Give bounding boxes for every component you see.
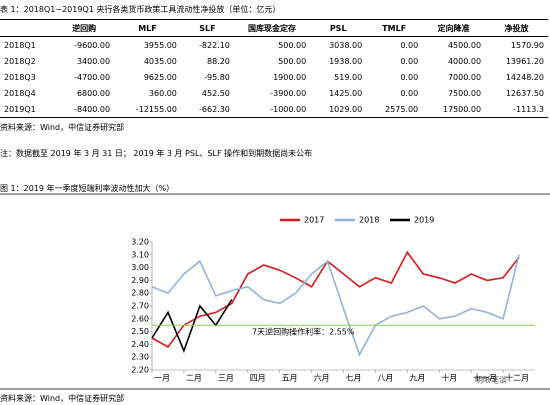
y-tick-label: 2.60 xyxy=(131,314,149,323)
table-cell: 500.00 xyxy=(278,40,307,50)
table-cell: 2018Q1 xyxy=(4,40,36,50)
table-row: 2018Q2 3400.00 4035.00 88.20 500.00 1938.00 0.… xyxy=(0,53,548,69)
series-line xyxy=(151,299,233,354)
legend-label: 2018 xyxy=(359,216,379,225)
chart-title: 图 1：2019 年一季度短端利率波动性加大（%） xyxy=(0,184,175,193)
table-cell: -662.30 xyxy=(180,101,234,118)
table-cell: 0.00 xyxy=(400,72,419,82)
table-cell: 500.00 xyxy=(278,56,307,66)
table-cell: -3900.00 xyxy=(270,88,307,98)
note: 注：数据截至 2019 年 3 月 31 日； 2019 年 3 月 PSL、S… xyxy=(0,149,313,158)
table-cell: -12155.00 xyxy=(114,101,181,118)
x-tick-label: 十二月 xyxy=(505,373,529,383)
table-row: 2019Q1 -8400.00 -12155.00 -662.30 -1000.00 10… xyxy=(0,101,548,118)
x-tick-label: 七月 xyxy=(346,374,362,383)
x-tick-label: 五月 xyxy=(282,374,298,383)
x-tick-label: 八月 xyxy=(377,374,393,383)
table-cell: -9600.00 xyxy=(74,40,111,50)
table-cell: 1029.00 xyxy=(310,101,367,118)
table-cell: 9625.00 xyxy=(143,72,177,82)
table-cell: 2018Q2 xyxy=(4,56,36,66)
table-cell: -4700.00 xyxy=(74,72,111,82)
table-cell xyxy=(0,19,55,37)
y-tick-label: 3.10 xyxy=(131,250,149,259)
chart-source: 资料来源：Wind，中信证券研究部 xyxy=(0,394,125,403)
y-tick-label: 2.20 xyxy=(131,366,149,375)
table-cell: 2018Q4 xyxy=(4,88,36,98)
table-cell: -1000.00 xyxy=(233,101,311,118)
y-tick-label: 2.90 xyxy=(131,276,149,285)
table-cell: -822.10 xyxy=(199,40,230,50)
annotation: 7天逆回购操作利率：2.55% xyxy=(252,327,355,337)
table-cell: 519.00 xyxy=(334,72,363,82)
table-cell: 1570.90 xyxy=(510,40,544,50)
x-tick-label: 二月 xyxy=(186,374,202,383)
watermark: 明晰笔谈 xyxy=(475,375,507,385)
legend-label: 2019 xyxy=(414,216,434,225)
table-cell: 0.00 xyxy=(400,56,419,66)
x-tick-label: 六月 xyxy=(314,373,330,383)
table-cell: 1938.00 xyxy=(329,56,363,66)
table-cell: 12637.50 xyxy=(505,88,544,98)
table-cell: 360.00 xyxy=(148,88,177,98)
data-table: 逆回购 MLF SLF 国库现金定存 PSL TMLF 定向降准 净投放 2018Q1 -9600… xyxy=(0,19,548,118)
legend-label: 2017 xyxy=(304,216,324,225)
x-tick-label: 一月 xyxy=(154,374,170,383)
table-cell: -8400.00 xyxy=(54,101,115,118)
table-cell: 6800.00 xyxy=(76,88,111,98)
x-tick-label: 十一月 xyxy=(473,373,497,383)
table-cell: 0.00 xyxy=(400,40,419,50)
table-cell: 1900.00 xyxy=(273,72,307,82)
table-cell: 17500.00 xyxy=(422,101,486,118)
table-cell: 定向降准 xyxy=(422,19,486,37)
table-cell: 13961.20 xyxy=(505,56,544,66)
table-cell: PSL xyxy=(310,19,367,37)
table-cell: 7000.00 xyxy=(447,72,482,82)
series-line xyxy=(151,250,520,349)
table-cell: 逆回购 xyxy=(54,19,115,37)
table-cell: SLF xyxy=(180,19,234,37)
series-line xyxy=(151,254,520,357)
y-tick-label: 2.30 xyxy=(131,353,149,362)
table-row: 2018Q3 -4700.00 9625.00 -95.80 1900.00 519.00… xyxy=(0,69,548,85)
table-cell: 净投放 xyxy=(485,19,548,37)
table-cell: TMLF xyxy=(366,19,423,37)
table-cell: 3038.00 xyxy=(329,40,363,50)
y-tick-label: 3.00 xyxy=(131,263,149,272)
table-cell: 452.50 xyxy=(201,88,230,98)
table-cell: 88.20 xyxy=(206,56,230,66)
table-cell: 7500.00 xyxy=(447,88,482,98)
table-cell: 国库现金定存 xyxy=(233,19,311,37)
table-cell: 1425.00 xyxy=(329,88,363,98)
table-source: 资料来源：Wind，中信证券研究部 xyxy=(0,123,125,132)
table-cell: 2575.00 xyxy=(366,101,423,118)
table-cell: 2018Q3 xyxy=(4,72,36,82)
table-row: 2018Q1 -9600.00 3955.00 -822.10 500.00 3038.0… xyxy=(0,37,548,54)
x-tick-label: 三月 xyxy=(218,374,234,383)
table-cell: 14248.20 xyxy=(505,72,544,82)
y-tick-label: 2.70 xyxy=(131,302,149,311)
table-cell: 4500.00 xyxy=(447,40,482,50)
table-cell: -95.80 xyxy=(204,72,230,82)
x-tick-label: 九月 xyxy=(409,374,425,383)
table-cell: 2019Q1 xyxy=(0,101,55,118)
table-cell: 3400.00 xyxy=(76,56,111,66)
table-cell: 3955.00 xyxy=(143,40,177,50)
table-cell: 0.00 xyxy=(400,88,419,98)
table-row: 逆回购 MLF SLF 国库现金定存 PSL TMLF 定向降准 净投放 xyxy=(0,19,548,37)
y-tick-label: 2.80 xyxy=(131,289,149,298)
table-cell: 4035.00 xyxy=(143,56,177,66)
x-tick-label: 四月 xyxy=(250,374,266,383)
y-tick-label: 2.50 xyxy=(131,327,149,336)
table-title: 表 1：2018Q1~2019Q1 央行各类货币政策工具流动性净投放（单位：亿元… xyxy=(0,5,281,14)
table-cell: -1113.3 xyxy=(485,101,548,118)
y-tick-label: 2.40 xyxy=(131,340,149,349)
y-tick-label: 3.20 xyxy=(131,238,149,247)
table-row: 2018Q4 6800.00 360.00 452.50 -3900.00 1425.00… xyxy=(0,85,548,101)
x-tick-label: 十月 xyxy=(441,373,457,383)
table-cell: 4000.00 xyxy=(447,56,482,66)
table-cell: MLF xyxy=(114,19,181,37)
